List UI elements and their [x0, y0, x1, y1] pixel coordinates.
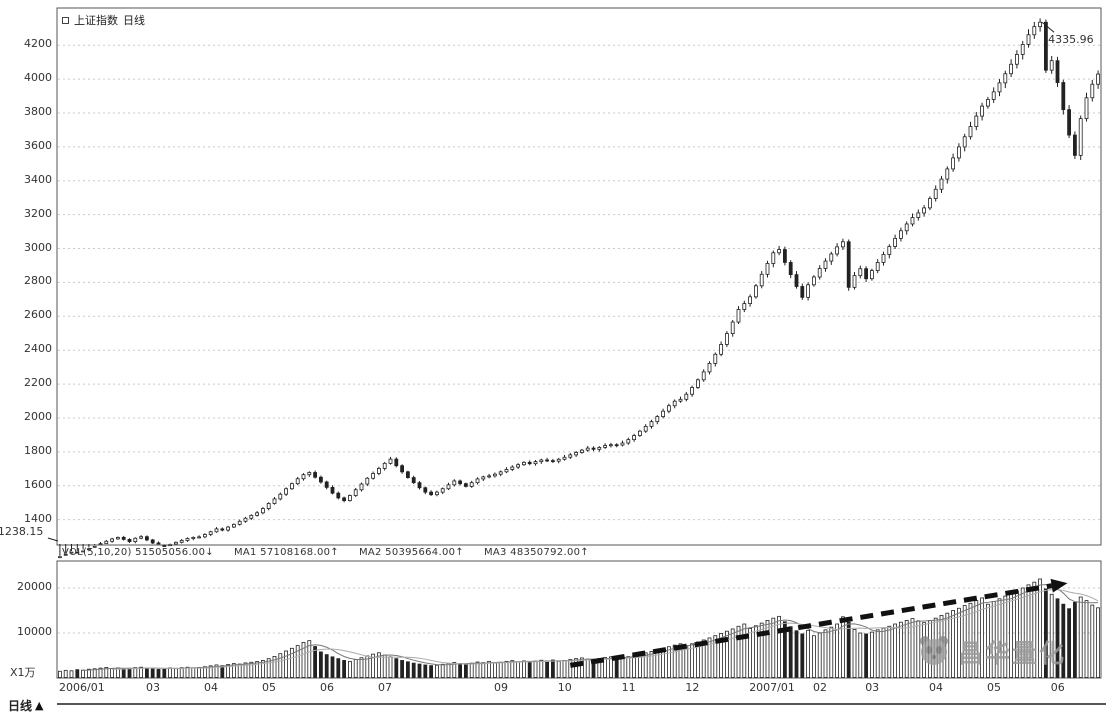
legend-square-icon [62, 16, 69, 24]
up-triangle-icon: ▲ [35, 699, 44, 712]
panda-logo-icon [920, 636, 948, 665]
period-label: 日线 [123, 14, 145, 27]
price-annotations [47, 21, 1055, 542]
symbol-name: 上证指数 [74, 14, 118, 27]
indicator-item[interactable]: VOL(5,10,20) 51505056.00↓ [62, 547, 214, 558]
volume-ma-lines [83, 584, 1099, 671]
indicator-item[interactable]: MA2 50395664.00↑ [358, 547, 464, 558]
volume-unit-label: X1万 [10, 666, 36, 679]
watermark-text: 昌华量化 [958, 639, 1067, 668]
indicator-item[interactable]: MA1 57108168.00↑ [233, 547, 339, 558]
grid-lines [58, 44, 1100, 634]
volume-indicator-row[interactable]: VOL(5,10,20) 51505056.00↓ MA1 57108168.00… [62, 547, 589, 558]
period-selector-label[interactable]: 日线 [8, 699, 33, 712]
watermark-logo [920, 636, 948, 665]
chart-title: 上证指数 日线 [62, 12, 145, 28]
chart-frame [56, 7, 1106, 705]
candlesticks [58, 18, 1100, 559]
period-selector[interactable]: 日线 ▲ [8, 697, 43, 712]
trend-arrow [569, 578, 1068, 668]
indicator-item[interactable]: MA3 48350792.00↑ [483, 547, 589, 558]
